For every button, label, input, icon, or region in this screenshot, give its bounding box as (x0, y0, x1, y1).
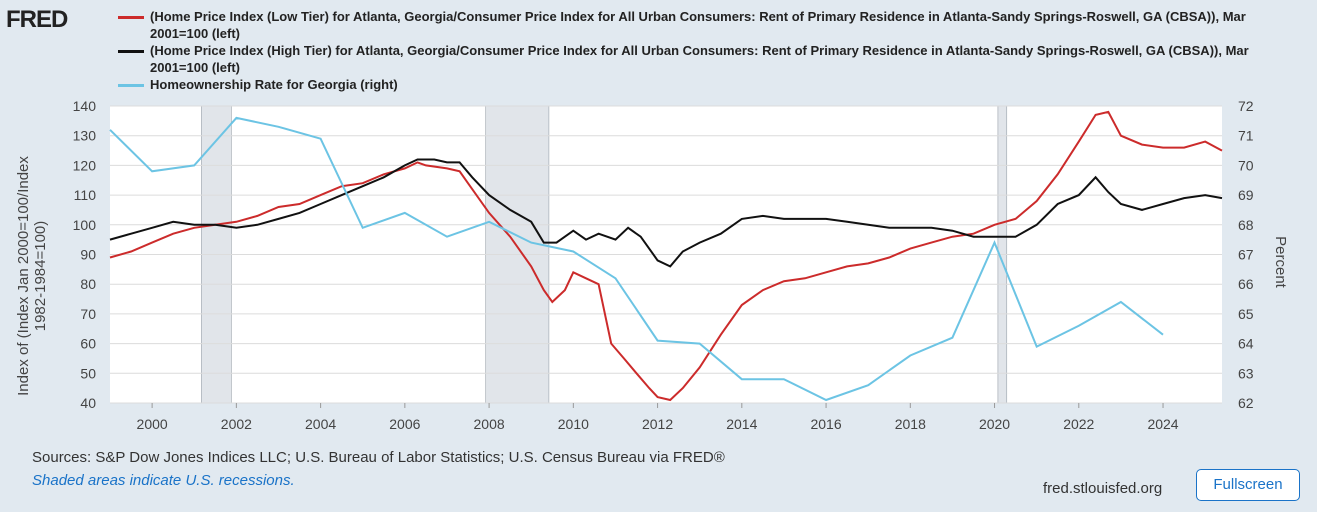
x-tick-label: 2022 (1063, 416, 1094, 432)
y2-tick-label: 67 (1238, 247, 1254, 263)
series-line (109, 110, 1223, 402)
y2-tick-label: 62 (1238, 395, 1254, 411)
y2-tick-label: 70 (1238, 157, 1254, 173)
legend: (Home Price Index (Low Tier) for Atlanta… (118, 8, 1278, 93)
x-tick-label: 2012 (642, 416, 673, 432)
x-tick-label: 2018 (895, 416, 926, 432)
recession-note: Shaded areas indicate U.S. recessions. (32, 472, 295, 489)
y-tick-label: 100 (73, 217, 97, 233)
y-tick-label: 110 (74, 187, 97, 203)
y2-tick-label: 68 (1238, 217, 1254, 233)
legend-entry: (Home Price Index (Low Tier) for Atlanta… (118, 8, 1278, 42)
x-tick-label: 2006 (389, 416, 420, 432)
y2-tick-label: 69 (1238, 187, 1254, 203)
legend-text: Homeownership Rate for Georgia (right) (150, 77, 398, 92)
y2-axis-label: Percent (1272, 236, 1289, 289)
y-tick-label: 60 (80, 336, 96, 352)
legend-swatch (118, 84, 144, 87)
x-tick-label: 2004 (305, 416, 336, 432)
x-tick-label: 2002 (221, 416, 252, 432)
y-axis-label: Index of (Index Jan 2000=100/Index (15, 156, 32, 396)
y-tick-label: 80 (80, 276, 96, 292)
logo: FRED (6, 6, 68, 33)
legend-entry: Homeownership Rate for Georgia (right) (118, 76, 1278, 93)
x-tick-label: 2000 (137, 416, 168, 432)
y-axis-label: 1982-1984=100) (32, 221, 49, 332)
legend-swatch (118, 16, 144, 19)
x-tick-label: 2016 (810, 416, 841, 432)
x-tick-label: 2008 (474, 416, 505, 432)
fullscreen-button[interactable]: Fullscreen (1196, 469, 1300, 501)
site-link: fred.stlouisfed.org (1043, 480, 1163, 497)
y-tick-label: 40 (80, 395, 96, 411)
series-line (109, 116, 1164, 402)
y2-tick-label: 65 (1238, 306, 1254, 322)
x-tick-label: 2014 (726, 416, 757, 432)
y-tick-label: 140 (73, 98, 97, 114)
y-tick-label: 90 (80, 247, 96, 263)
series-line (109, 158, 1223, 268)
y2-tick-label: 66 (1238, 276, 1254, 292)
y2-tick-label: 64 (1238, 336, 1254, 352)
y2-tick-label: 72 (1238, 98, 1254, 114)
y-tick-label: 120 (73, 157, 97, 173)
y-tick-label: 70 (80, 306, 96, 322)
y2-tick-label: 63 (1238, 365, 1254, 381)
y-tick-label: 50 (80, 365, 96, 381)
y2-tick-label: 71 (1238, 128, 1254, 144)
y-tick-label: 130 (73, 128, 97, 144)
x-tick-label: 2024 (1147, 416, 1178, 432)
x-tick-label: 2010 (558, 416, 589, 432)
legend-swatch (118, 50, 144, 53)
legend-text: (Home Price Index (High Tier) for Atlant… (150, 43, 1249, 75)
legend-text: (Home Price Index (Low Tier) for Atlanta… (150, 9, 1246, 41)
x-tick-label: 2020 (979, 416, 1010, 432)
legend-entry: (Home Price Index (High Tier) for Atlant… (118, 42, 1278, 76)
sources: Sources: S&P Dow Jones Indices LLC; U.S.… (32, 449, 725, 466)
